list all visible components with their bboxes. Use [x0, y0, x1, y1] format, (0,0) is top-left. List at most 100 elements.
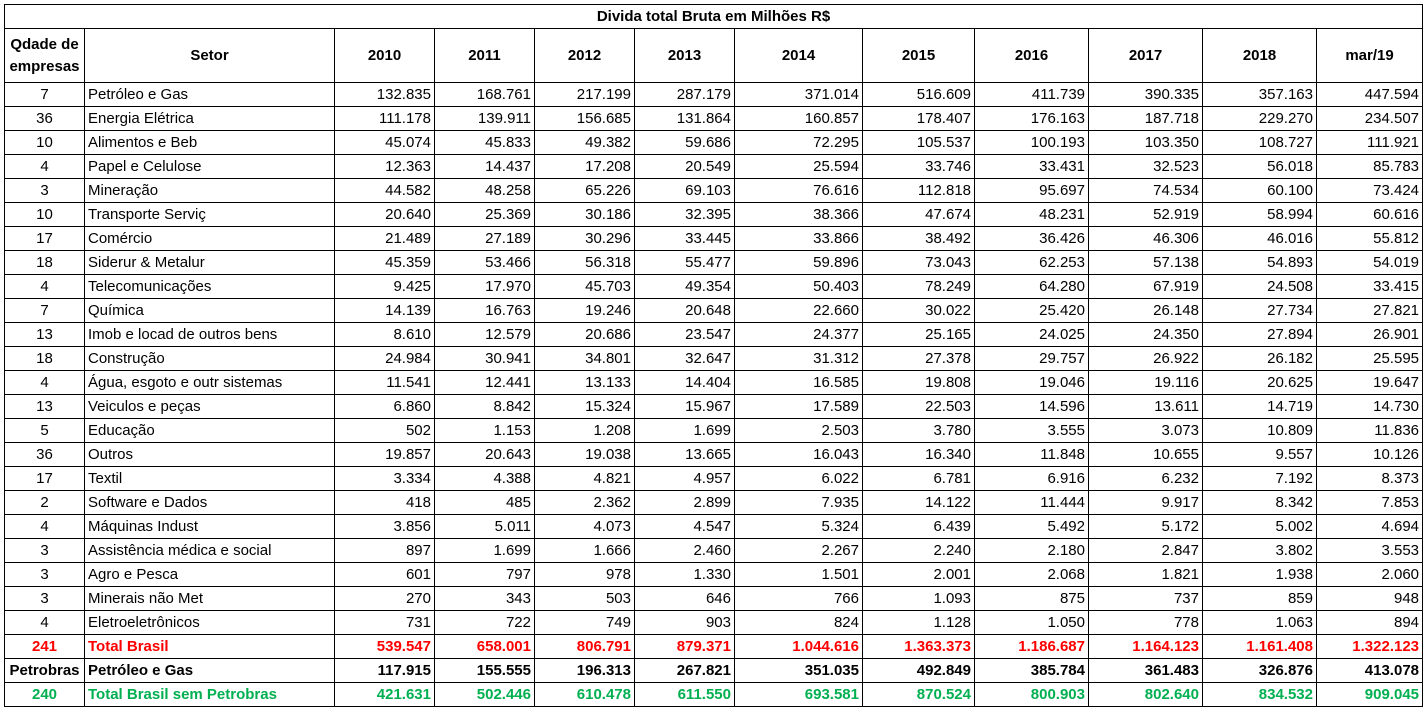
- table-title: Divida total Bruta em Milhões R$: [3, 4, 1424, 29]
- cell-value: 13.665: [634, 442, 735, 467]
- cell-value: 2.847: [1088, 538, 1203, 563]
- cell-value: 646: [634, 586, 735, 611]
- cell-setor: Construção: [84, 346, 335, 371]
- cell-value: 502: [334, 418, 435, 443]
- cell-setor: Química: [84, 298, 335, 323]
- cell-value: 4.694: [1315, 514, 1424, 539]
- cell-value: 50.403: [734, 274, 863, 299]
- cell-setor: Papel e Celulose: [84, 154, 335, 179]
- cell-value: 19.038: [534, 442, 635, 467]
- cell-value: 45.703: [534, 274, 635, 299]
- cell-setor: Minerais não Met: [84, 586, 335, 611]
- cell-value: 10.126: [1315, 442, 1424, 467]
- cell-value: 64.280: [974, 274, 1089, 299]
- table-row: 18 Siderur & Metalur 45.359 53.466 56.318 55.…: [4, 250, 1424, 275]
- cell-value: 16.585: [734, 370, 863, 395]
- table-row: 3 Mineração 44.582 48.258 65.226 69.103 76.616…: [4, 178, 1424, 203]
- cell-value: 25.420: [974, 298, 1089, 323]
- cell-value: 14.139: [334, 298, 435, 323]
- cell-value: 95.697: [974, 178, 1089, 203]
- cell-value: 693.581: [734, 682, 863, 707]
- cell-value: 903: [634, 610, 735, 635]
- cell-value: 5.324: [734, 514, 863, 539]
- cell-value: 32.647: [634, 346, 735, 371]
- cell-value: 85.783: [1315, 154, 1424, 179]
- cell-value: 502.446: [434, 682, 535, 707]
- cell-value: 357.163: [1202, 82, 1317, 107]
- cell-value: 15.967: [634, 394, 735, 419]
- cell-setor: Imob e locad de outros bens: [84, 322, 335, 347]
- cell-qtd: 5: [4, 418, 85, 443]
- cell-value: 3.780: [862, 418, 975, 443]
- cell-value: 1.821: [1088, 562, 1203, 587]
- table-row: 7 Petróleo e Gas 132.835 168.761 217.199 287.…: [4, 82, 1424, 107]
- cell-value: 17.208: [534, 154, 635, 179]
- cell-value: 17.970: [434, 274, 535, 299]
- cell-value: 26.182: [1202, 346, 1317, 371]
- table-row: 10 Transporte Serviç 20.640 25.369 30.186 32.…: [4, 202, 1424, 227]
- cell-value: 62.253: [974, 250, 1089, 275]
- table-row: 36 Outros 19.857 20.643 19.038 13.665 16.043 16…: [4, 442, 1424, 467]
- cell-value: 24.508: [1202, 274, 1317, 299]
- cell-value: 3.073: [1088, 418, 1203, 443]
- cell-value: 60.100: [1202, 178, 1317, 203]
- cell-value: 36.426: [974, 226, 1089, 251]
- cell-value: 33.415: [1315, 274, 1424, 299]
- debt-table: Divida total Bruta em Milhões R$ Qdade d…: [3, 4, 1424, 707]
- cell-value: 16.340: [862, 442, 975, 467]
- cell-qtd: 18: [4, 346, 85, 371]
- header-year: 2015: [862, 28, 975, 83]
- cell-value: 19.808: [862, 370, 975, 395]
- cell-value: 343: [434, 586, 535, 611]
- cell-value: 11.444: [974, 490, 1089, 515]
- cell-value: 26.148: [1088, 298, 1203, 323]
- cell-value: 155.555: [434, 658, 535, 683]
- cell-value: 49.382: [534, 130, 635, 155]
- cell-value: 20.549: [634, 154, 735, 179]
- cell-qtd: 4: [4, 154, 85, 179]
- cell-value: 1.322.123: [1315, 634, 1424, 659]
- cell-value: 5.172: [1088, 514, 1203, 539]
- cell-qtd: 4: [4, 274, 85, 299]
- cell-value: 54.893: [1202, 250, 1317, 275]
- cell-value: 46.306: [1088, 226, 1203, 251]
- cell-value: 12.363: [334, 154, 435, 179]
- total-row-bold: Petrobras Petróleo e Gas 117.915 155.555 196…: [4, 658, 1424, 683]
- cell-value: 2.240: [862, 538, 975, 563]
- table-row: 17 Comércio 21.489 27.189 30.296 33.445 33.866…: [4, 226, 1424, 251]
- cell-value: 611.550: [634, 682, 735, 707]
- cell-value: 168.761: [434, 82, 535, 107]
- cell-value: 539.547: [334, 634, 435, 659]
- cell-value: 2.060: [1315, 562, 1424, 587]
- cell-value: 67.919: [1088, 274, 1203, 299]
- cell-value: 46.016: [1202, 226, 1317, 251]
- cell-value: 196.313: [534, 658, 635, 683]
- header-year: 2013: [634, 28, 735, 83]
- cell-value: 33.746: [862, 154, 975, 179]
- cell-value: 2.001: [862, 562, 975, 587]
- cell-value: 6.022: [734, 466, 863, 491]
- cell-value: 6.781: [862, 466, 975, 491]
- cell-qtd: 13: [4, 322, 85, 347]
- cell-value: 13.133: [534, 370, 635, 395]
- cell-setor: Mineração: [84, 178, 335, 203]
- cell-value: 9.557: [1202, 442, 1317, 467]
- cell-qtd: 241: [4, 634, 85, 659]
- cell-value: 176.163: [974, 106, 1089, 131]
- cell-value: 6.860: [334, 394, 435, 419]
- cell-value: 26.922: [1088, 346, 1203, 371]
- cell-value: 879.371: [634, 634, 735, 659]
- table-row: 4 Eletroeletrônicos 731 722 749 903 824 1.128 1.…: [4, 610, 1424, 635]
- cell-value: 1.161.408: [1202, 634, 1317, 659]
- cell-value: 6.916: [974, 466, 1089, 491]
- cell-setor: Eletroeletrônicos: [84, 610, 335, 635]
- cell-value: 27.189: [434, 226, 535, 251]
- cell-value: 948: [1315, 586, 1424, 611]
- cell-value: 766: [734, 586, 863, 611]
- cell-value: 54.019: [1315, 250, 1424, 275]
- cell-value: 19.116: [1088, 370, 1203, 395]
- cell-value: 31.312: [734, 346, 863, 371]
- cell-value: 156.685: [534, 106, 635, 131]
- cell-value: 73.043: [862, 250, 975, 275]
- cell-value: 19.046: [974, 370, 1089, 395]
